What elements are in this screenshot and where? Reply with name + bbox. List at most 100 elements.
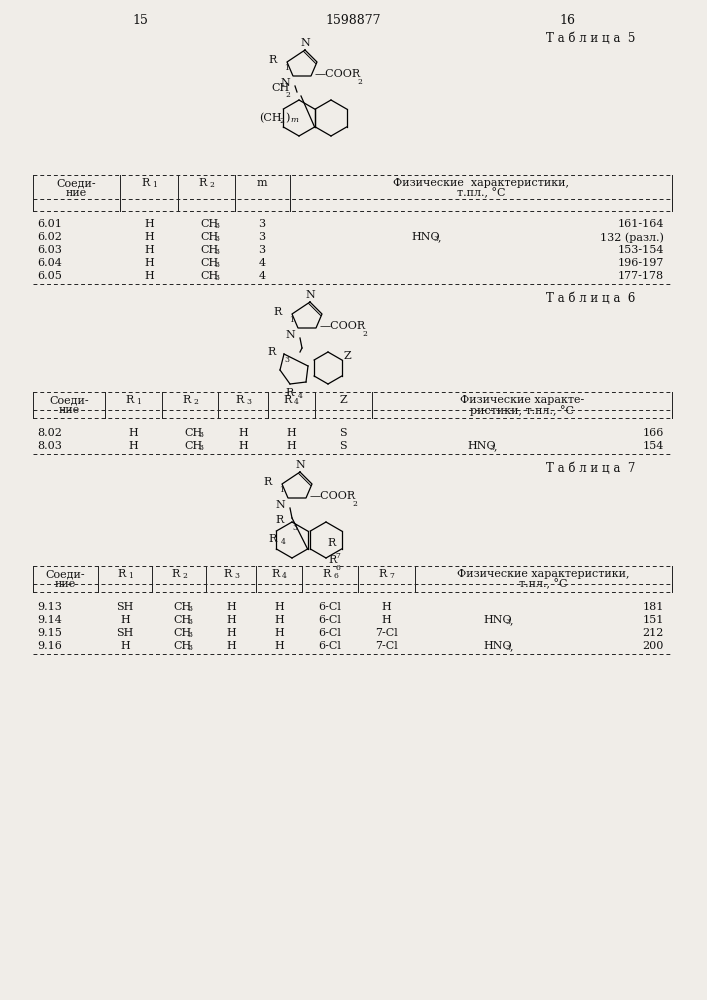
Text: 4: 4 — [298, 392, 303, 400]
Text: m: m — [257, 178, 267, 188]
Text: Т а б л и ц а  7: Т а б л и ц а 7 — [546, 462, 635, 475]
Text: 2: 2 — [182, 572, 187, 580]
Text: H: H — [274, 641, 284, 651]
Text: H: H — [226, 641, 236, 651]
Text: 2: 2 — [279, 117, 284, 125]
Text: CH: CH — [173, 615, 192, 625]
Text: R: R — [379, 569, 387, 579]
Text: H: H — [274, 602, 284, 612]
Text: H: H — [128, 441, 138, 451]
Text: 196-197: 196-197 — [618, 258, 664, 268]
Text: 6-Cl: 6-Cl — [319, 628, 341, 638]
Text: R: R — [224, 569, 232, 579]
Text: 1: 1 — [152, 181, 157, 189]
Text: 3: 3 — [187, 605, 192, 613]
Text: N: N — [305, 290, 315, 300]
Text: R: R — [272, 569, 280, 579]
Text: ние: ние — [54, 579, 76, 589]
Text: 3: 3 — [214, 274, 219, 282]
Text: 4: 4 — [282, 572, 287, 580]
Text: R: R — [172, 569, 180, 579]
Text: ,: , — [438, 232, 441, 242]
Text: ): ) — [286, 113, 290, 123]
Text: 9.15: 9.15 — [37, 628, 62, 638]
Text: N: N — [285, 330, 295, 340]
Text: 3: 3 — [198, 431, 203, 439]
Text: —COOR: —COOR — [315, 69, 361, 79]
Text: CH: CH — [271, 83, 289, 93]
Text: R: R — [323, 569, 331, 579]
Text: H: H — [226, 615, 236, 625]
Text: 16: 16 — [559, 14, 575, 27]
Text: R: R — [268, 347, 276, 357]
Text: 3: 3 — [505, 644, 510, 652]
Text: H: H — [144, 245, 154, 255]
Text: CH: CH — [200, 219, 218, 229]
Text: H: H — [128, 428, 138, 438]
Text: N: N — [275, 500, 285, 510]
Text: R: R — [264, 477, 272, 487]
Text: 7-Cl: 7-Cl — [375, 641, 397, 651]
Text: Соеди-: Соеди- — [56, 178, 96, 188]
Text: H: H — [144, 219, 154, 229]
Text: 2: 2 — [357, 78, 362, 86]
Text: т.пл., °С: т.пл., °С — [519, 579, 567, 590]
Text: 4: 4 — [259, 271, 266, 281]
Text: HNO: HNO — [483, 615, 512, 625]
Text: S: S — [339, 428, 347, 438]
Text: R: R — [118, 569, 126, 579]
Text: H: H — [381, 615, 391, 625]
Text: SH: SH — [117, 628, 134, 638]
Text: ние: ние — [65, 188, 87, 198]
Text: 3: 3 — [187, 618, 192, 626]
Text: R: R — [328, 555, 337, 565]
Text: CH: CH — [200, 258, 218, 268]
Text: 4: 4 — [259, 258, 266, 268]
Text: R: R — [268, 534, 276, 544]
Text: 6-Cl: 6-Cl — [319, 602, 341, 612]
Text: CH: CH — [173, 602, 192, 612]
Text: ристики, т.пл., °С: ристики, т.пл., °С — [470, 405, 574, 416]
Text: 151: 151 — [643, 615, 664, 625]
Text: 3: 3 — [187, 631, 192, 639]
Text: R: R — [142, 178, 150, 188]
Text: R: R — [286, 388, 294, 398]
Text: H: H — [381, 602, 391, 612]
Text: ,: , — [510, 615, 513, 625]
Text: Т а б л и ц а  5: Т а б л и ц а 5 — [546, 32, 635, 45]
Text: 6.01: 6.01 — [37, 219, 62, 229]
Text: R: R — [236, 395, 244, 405]
Text: S: S — [339, 441, 347, 451]
Text: 4: 4 — [281, 538, 286, 546]
Text: SH: SH — [117, 602, 134, 612]
Text: 6.04: 6.04 — [37, 258, 62, 268]
Text: 1598877: 1598877 — [325, 14, 381, 27]
Text: 154: 154 — [643, 441, 664, 451]
Text: HNO: HNO — [467, 441, 496, 451]
Text: 3: 3 — [214, 235, 219, 243]
Text: Физические характеристики,: Физические характеристики, — [457, 569, 629, 579]
Text: 200: 200 — [643, 641, 664, 651]
Text: H: H — [286, 441, 296, 451]
Text: 2: 2 — [285, 91, 290, 99]
Text: 8.03: 8.03 — [37, 441, 62, 451]
Text: H: H — [226, 628, 236, 638]
Text: HNO: HNO — [483, 641, 512, 651]
Text: 3: 3 — [214, 248, 219, 256]
Text: 181: 181 — [643, 602, 664, 612]
Text: 3: 3 — [489, 444, 494, 452]
Text: R: R — [183, 395, 191, 405]
Text: R: R — [199, 178, 207, 188]
Text: 9.13: 9.13 — [37, 602, 62, 612]
Text: 3: 3 — [198, 444, 203, 452]
Text: 3: 3 — [246, 398, 251, 406]
Text: CH: CH — [184, 441, 202, 451]
Text: H: H — [274, 628, 284, 638]
Text: (CH: (CH — [259, 113, 282, 123]
Text: N: N — [295, 460, 305, 470]
Text: 9.16: 9.16 — [37, 641, 62, 651]
Text: 166: 166 — [643, 428, 664, 438]
Text: 177-178: 177-178 — [618, 271, 664, 281]
Text: 6: 6 — [336, 564, 341, 572]
Text: ,: , — [494, 441, 498, 451]
